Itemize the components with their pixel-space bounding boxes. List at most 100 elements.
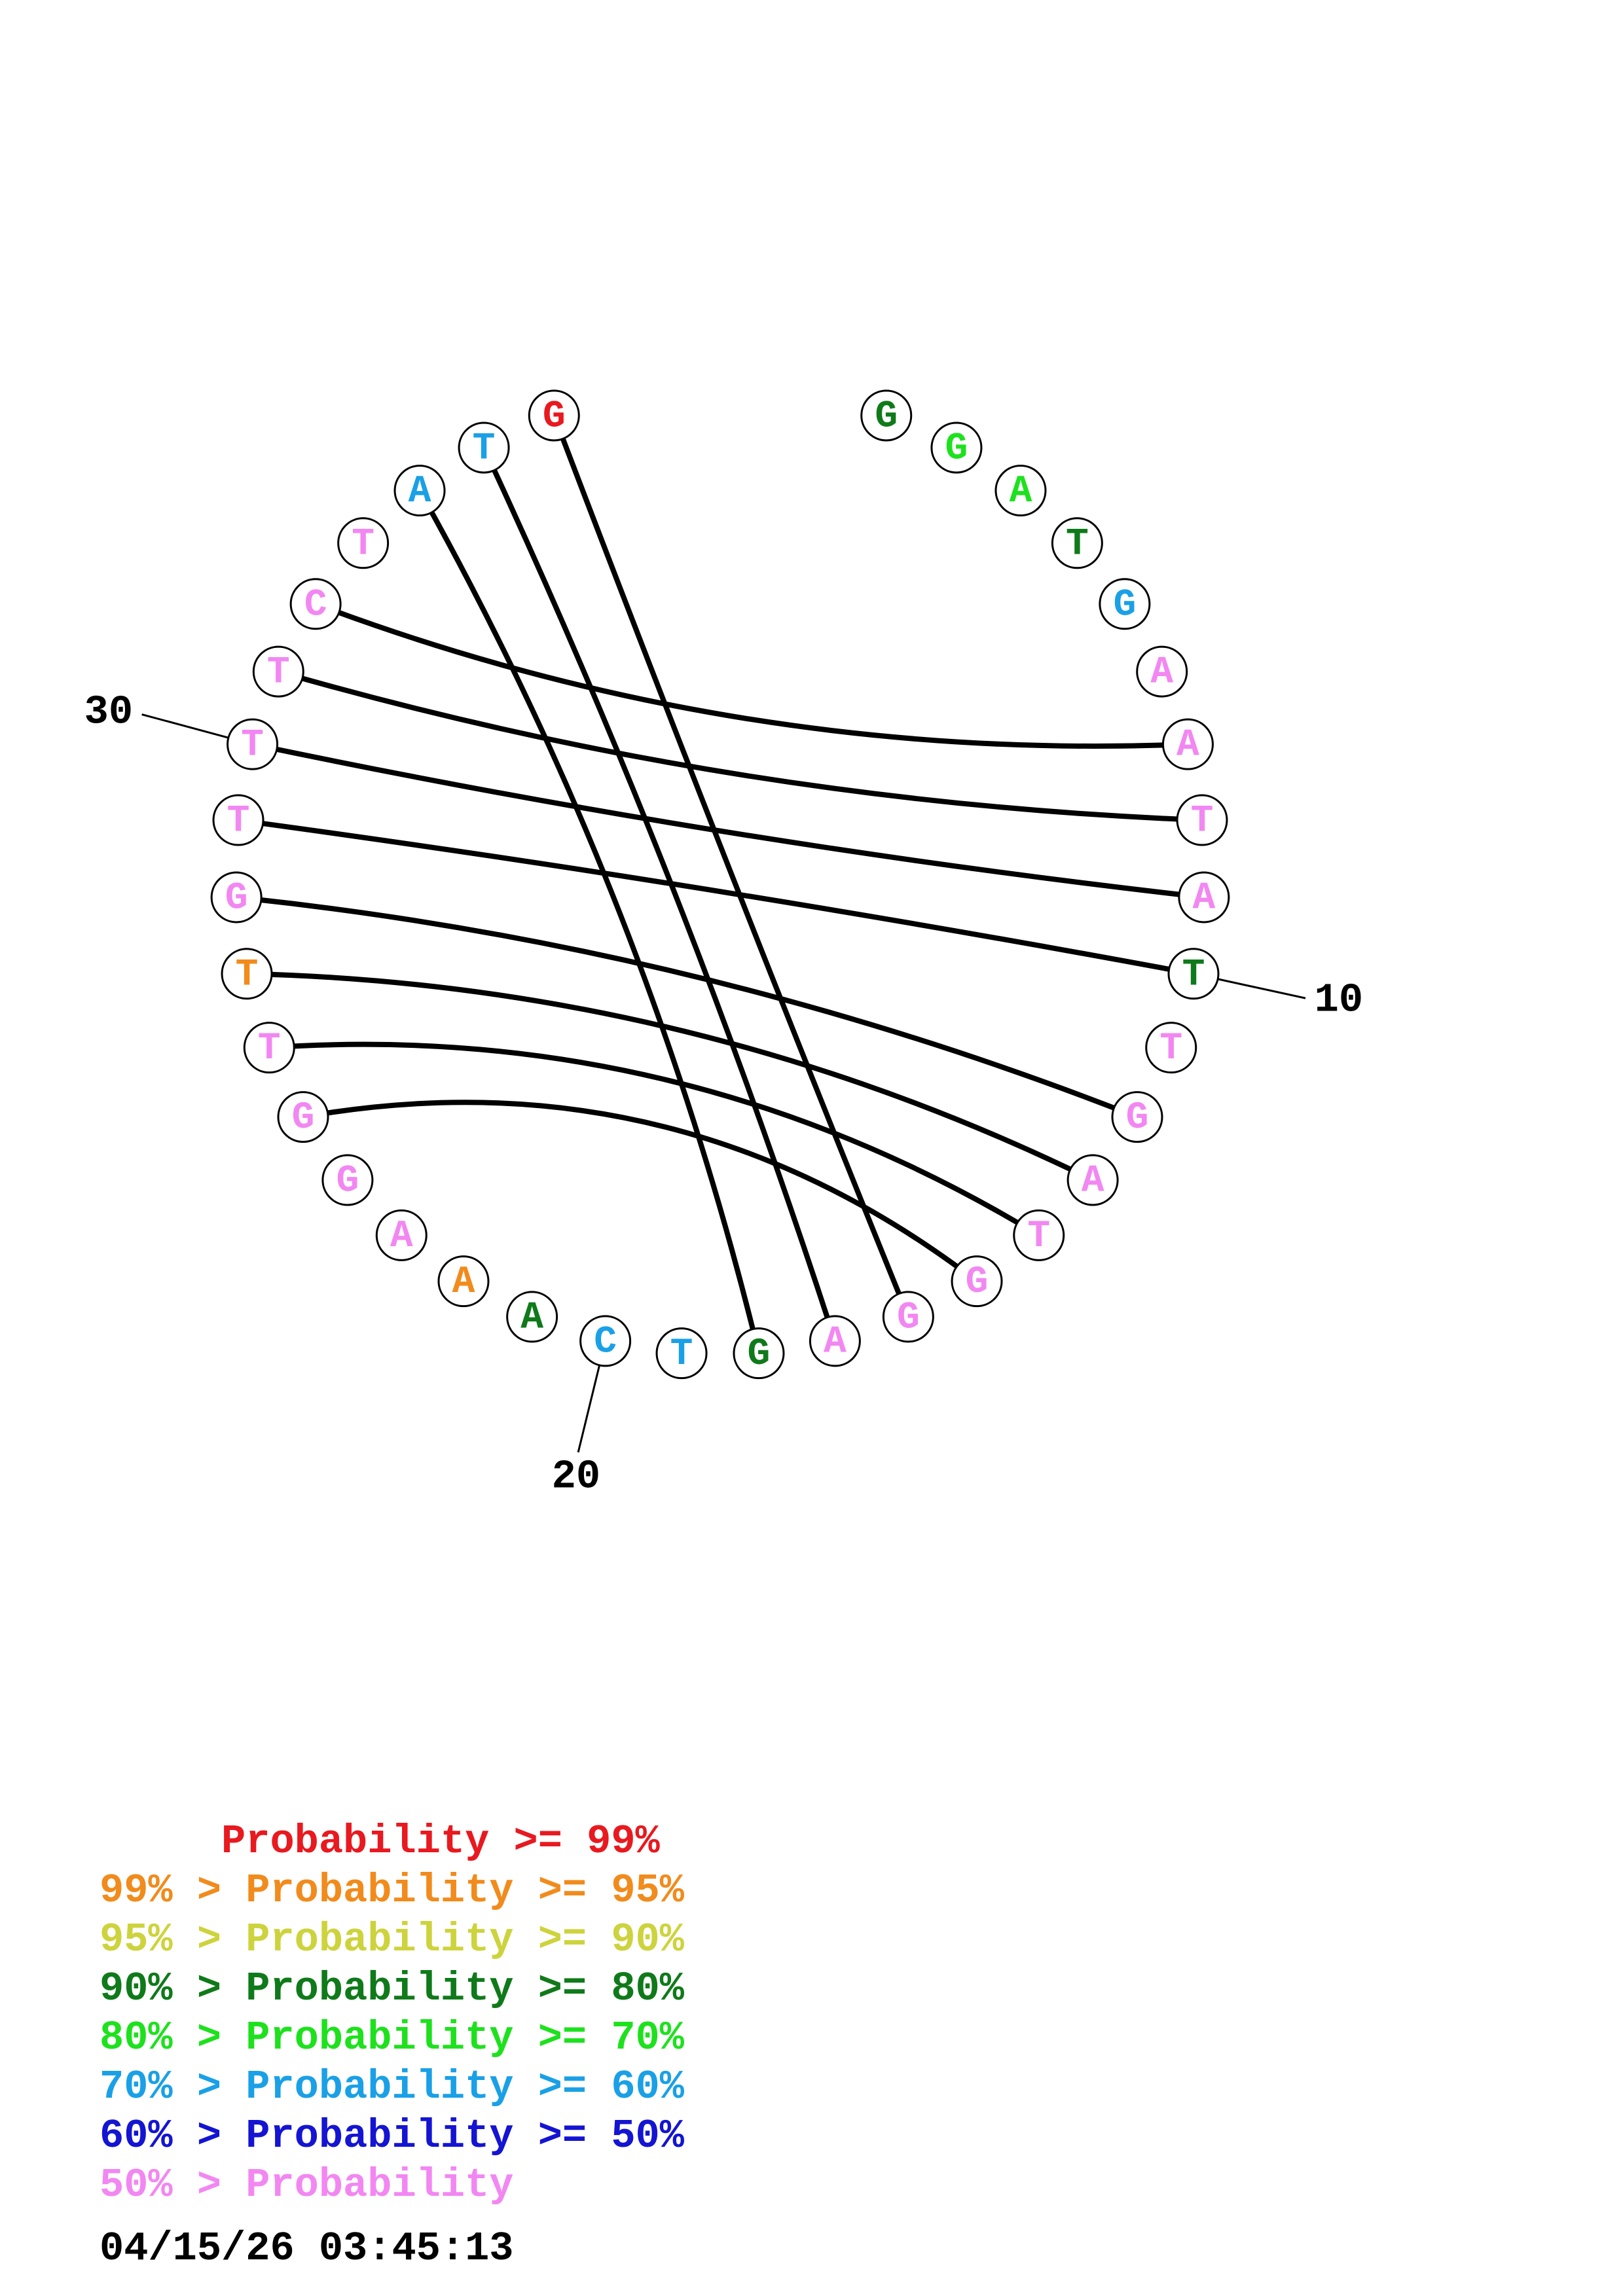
base-letter: T (227, 800, 250, 843)
base-letter: A (1010, 471, 1032, 513)
base-node: T (227, 718, 279, 770)
base-node-circle (212, 794, 264, 846)
base-node: A (393, 465, 446, 517)
base-node: T (1176, 794, 1228, 846)
base-node: C (289, 578, 342, 630)
base-node-circle (733, 1327, 785, 1380)
base-letter: T (1027, 1215, 1050, 1258)
base-node-circle (210, 871, 263, 924)
base-node: G (277, 1091, 329, 1143)
base-letter: A (824, 1321, 847, 1363)
base-letter: A (390, 1215, 413, 1258)
base-pair-arc (481, 444, 838, 1344)
base-node-circle (882, 1291, 934, 1343)
timestamp: 04/15/26 03:45:13 (100, 2225, 514, 2272)
base-node-circle (375, 1209, 428, 1261)
base-node-circle (289, 578, 342, 630)
base-letter: A (1082, 1160, 1104, 1202)
base-node: G (951, 1255, 1003, 1308)
base-letter: G (336, 1160, 359, 1202)
base-node-circle (437, 1255, 490, 1308)
base-node: G (1099, 578, 1151, 630)
legend-line: 80% > Probability >= 70% (100, 2015, 685, 2061)
base-letter: T (241, 725, 264, 767)
base-node: G (528, 389, 580, 442)
legend-line: 95% > Probability >= 90% (100, 1916, 685, 1963)
base-pair-arc (276, 669, 1205, 823)
legend-line: 50% > Probability (100, 2162, 514, 2208)
base-letter: T (1182, 954, 1205, 996)
base-letter: G (292, 1097, 315, 1139)
position-marker-line (577, 1365, 601, 1453)
base-letter: T (236, 954, 259, 996)
base-node: T (221, 948, 273, 1000)
base-node: A (437, 1255, 490, 1308)
base-letter: T (267, 652, 290, 694)
base-node: A (1161, 718, 1214, 770)
base-node: T (252, 645, 304, 698)
base-node-circle (860, 389, 913, 442)
base-node: T (458, 422, 510, 474)
base-node-circle (337, 517, 390, 569)
base-node-circle (1167, 948, 1220, 1000)
legend-line: 90% > Probability >= 80% (100, 1965, 685, 2012)
base-node-circle (243, 1022, 295, 1074)
base-node-circle (1099, 578, 1151, 630)
base-node: A (994, 465, 1047, 517)
position-marker-label: 30 (84, 689, 133, 735)
position-marker-line (141, 713, 229, 739)
base-pair-arc (417, 488, 761, 1356)
base-letter: T (1159, 1028, 1182, 1070)
base-letter: A (1150, 652, 1173, 694)
base-node: G (1111, 1091, 1163, 1143)
base-pair-arc (551, 412, 911, 1319)
base-node: A (375, 1209, 428, 1261)
base-node: A (809, 1315, 861, 1367)
base-pair-arc (300, 1100, 980, 1284)
base-pair-arc (234, 894, 1140, 1120)
base-node: T (243, 1022, 295, 1074)
base-pair-arc (236, 817, 1196, 977)
base-node: T (1051, 517, 1103, 569)
base-node: C (579, 1315, 632, 1367)
base-letter: G (1113, 584, 1136, 626)
base-node-circle (1145, 1022, 1197, 1074)
base-node: G (882, 1291, 934, 1343)
base-letter: A (409, 471, 431, 513)
base-letter: T (670, 1333, 693, 1376)
base-letter: A (1176, 725, 1199, 767)
legend-line: 60% > Probability >= 50% (100, 2113, 685, 2159)
base-node: G (321, 1154, 374, 1206)
base-node-circle (252, 645, 304, 698)
probability-legend: Probability >= 99%99% > Probability >= 9… (100, 1818, 685, 2208)
base-pair-arc (244, 971, 1096, 1183)
base-letter: G (543, 395, 566, 438)
base-node-circle (458, 422, 510, 474)
base-pair-arc (313, 601, 1191, 749)
base-node-circle (930, 422, 983, 474)
base-node: T (337, 517, 390, 569)
base-letter: G (225, 877, 248, 920)
base-node-circle (951, 1255, 1003, 1308)
base-node-circle (809, 1315, 861, 1367)
base-node-circle (321, 1154, 374, 1206)
position-markers: 10 20 30 (84, 689, 1363, 1499)
position-marker-label: 20 (552, 1453, 600, 1499)
base-node: A (1136, 645, 1188, 698)
base-letter: T (1191, 800, 1214, 843)
base-letter: G (748, 1333, 771, 1376)
base-pair-arc (266, 1041, 1042, 1238)
base-node: G (930, 422, 983, 474)
base-letter: G (875, 395, 898, 438)
base-letter: C (304, 584, 327, 626)
base-node-circle (1111, 1091, 1163, 1143)
base-node-circle (1136, 645, 1188, 698)
base-node-circle (528, 389, 580, 442)
base-letter: G (945, 427, 968, 470)
base-node: T (212, 794, 264, 846)
base-node: G (733, 1327, 785, 1380)
base-letter: T (1066, 523, 1089, 565)
base-node-circle (227, 718, 279, 770)
base-node-circle (579, 1315, 632, 1367)
legend-line: 99% > Probability >= 95% (100, 1867, 685, 1914)
